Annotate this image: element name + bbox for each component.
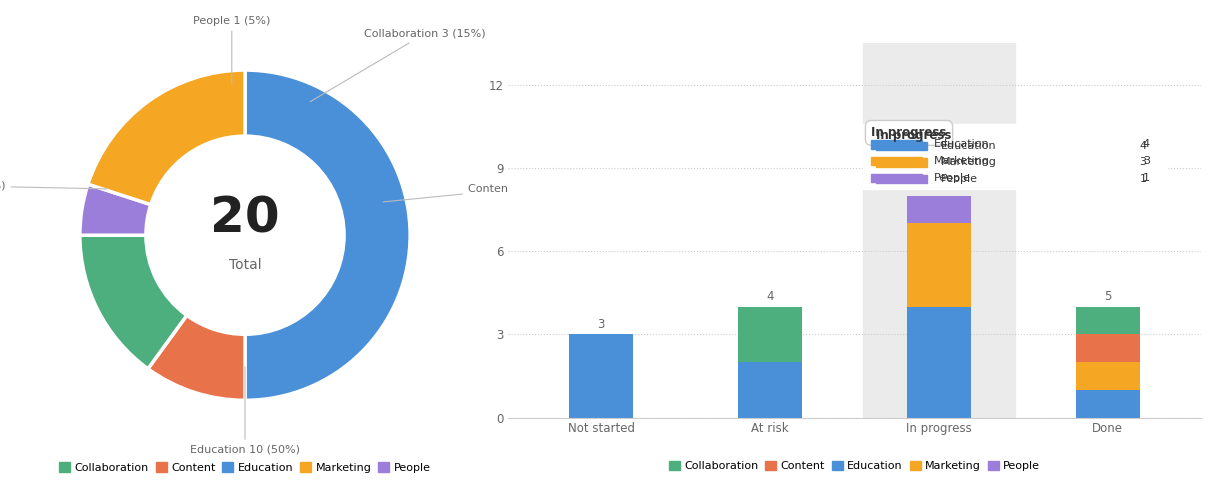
Text: People 1 (5%): People 1 (5%) <box>194 15 271 84</box>
Wedge shape <box>148 315 245 400</box>
Bar <box>906 307 971 418</box>
Text: Marketing 4 (20%): Marketing 4 (20%) <box>0 180 107 191</box>
Bar <box>876 175 927 183</box>
Bar <box>871 174 922 182</box>
Text: 4: 4 <box>1139 141 1147 151</box>
Bar <box>862 43 1014 418</box>
Text: Collaboration 3 (15%): Collaboration 3 (15%) <box>310 29 485 102</box>
Wedge shape <box>80 184 151 235</box>
Bar <box>737 362 802 418</box>
Text: 4: 4 <box>767 290 774 303</box>
Text: People: People <box>941 174 978 184</box>
Text: In progress: In progress <box>876 129 952 142</box>
Bar <box>871 157 922 165</box>
Text: Education: Education <box>941 141 996 151</box>
Wedge shape <box>245 70 410 400</box>
Bar <box>1076 335 1139 362</box>
Bar <box>871 140 922 149</box>
Text: Education 10 (50%): Education 10 (50%) <box>190 367 300 455</box>
Bar <box>570 335 633 418</box>
Text: Marketing: Marketing <box>933 156 990 166</box>
Text: 5: 5 <box>1104 290 1111 303</box>
Text: People: People <box>933 173 970 183</box>
Text: 3: 3 <box>598 318 605 331</box>
Bar <box>1076 362 1139 390</box>
Text: 1: 1 <box>1139 174 1147 184</box>
Wedge shape <box>88 70 245 204</box>
Wedge shape <box>80 235 186 369</box>
Text: 20: 20 <box>211 195 279 243</box>
Bar <box>737 307 802 362</box>
Text: 3: 3 <box>1139 157 1147 168</box>
Text: 1: 1 <box>1143 173 1150 183</box>
Bar <box>862 124 1166 189</box>
Legend: Collaboration, Content, Education, Marketing, People: Collaboration, Content, Education, Marke… <box>55 458 435 477</box>
Legend: Collaboration, Content, Education, Marketing, People: Collaboration, Content, Education, Marke… <box>664 456 1045 476</box>
Text: Total: Total <box>229 258 261 272</box>
Text: In progress: In progress <box>871 126 947 139</box>
Bar <box>1076 307 1139 335</box>
Bar <box>906 224 971 307</box>
Text: 8: 8 <box>935 180 942 192</box>
Bar <box>906 196 971 224</box>
Text: Marketing: Marketing <box>941 157 996 168</box>
Text: Education: Education <box>933 139 990 149</box>
Text: 4: 4 <box>1143 139 1150 149</box>
Bar <box>876 142 927 150</box>
Bar <box>876 158 927 167</box>
Bar <box>1076 390 1139 418</box>
Text: Content 2 (10%): Content 2 (10%) <box>383 184 560 202</box>
Text: 3: 3 <box>1143 156 1150 166</box>
